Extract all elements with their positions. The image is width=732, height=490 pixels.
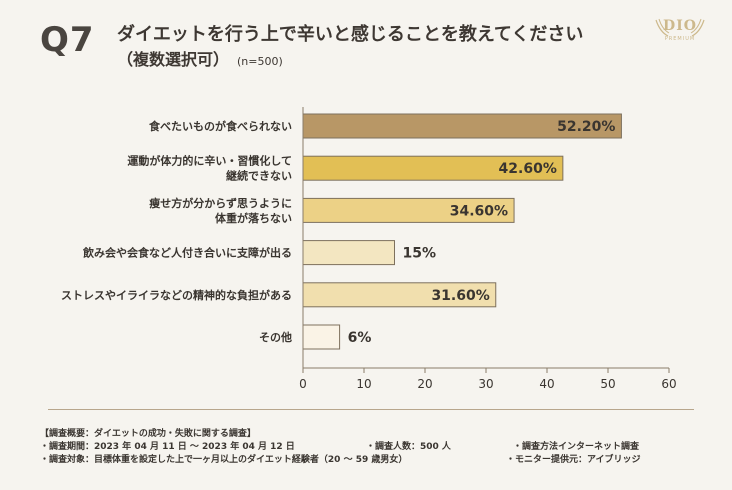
bar-3	[302, 197, 515, 223]
chart-title: ダイエットを行う上で辛いと感じることを教えてください	[117, 24, 584, 45]
x-tick-label-50: 50	[600, 377, 615, 391]
category-label-3-1: 痩せ方が分からず思うように	[149, 196, 292, 210]
category-labels: 食べたいものが食べられない運動が体力的に辛い・習慣化して継続できない痩せ方が分か…	[61, 119, 292, 344]
survey-provider: ・モニター提供元：アイブリッジ	[506, 455, 641, 465]
bar-chart: 食べたいものが食べられない運動が体力的に辛い・習慣化して継続できない痩せ方が分か…	[61, 107, 677, 391]
survey-respondents: ・調査人数：500 人	[366, 442, 451, 452]
question-number: Q7	[40, 20, 95, 60]
value-label-2: 42.60%	[499, 161, 557, 177]
x-axis: 0 10 20 30 40 50 60	[299, 107, 677, 391]
category-label-2-1: 運動が体力的に辛い・習慣化して	[127, 154, 292, 168]
survey-method: ・調査方法インターネット調査	[513, 442, 640, 452]
category-label-3-2: 体重が落ちない	[215, 211, 292, 225]
divider	[48, 409, 694, 410]
x-tick-label-20: 20	[417, 377, 432, 391]
category-label-1-1: 食べたいものが食べられない	[149, 119, 292, 133]
x-tick-label-40: 40	[539, 377, 554, 391]
value-label-4: 15%	[403, 246, 437, 262]
bar-1	[302, 113, 622, 139]
value-labels: 52.20% 42.60% 34.60% 15% 31.60% 6%	[348, 119, 616, 346]
value-label-6: 6%	[348, 330, 372, 346]
x-tick-label-30: 30	[478, 377, 493, 391]
bar-6	[302, 324, 341, 350]
survey-period: ・調査期間：2023 年 04 月 11 日 ～ 2023 年 04 月 12 …	[40, 442, 295, 452]
multi-select-note: （複数選択可）	[117, 50, 230, 69]
category-label-2-2: 継続できない	[226, 169, 292, 183]
category-label-5-1: ストレスやイライラなどの精神的な負担がある	[61, 288, 292, 302]
category-label-6-1: その他	[259, 330, 292, 344]
value-label-3: 34.60%	[450, 203, 508, 219]
x-tick-label-10: 10	[356, 377, 371, 391]
survey-title: 【調査概要：ダイエットの成功・失敗に関する調査】	[40, 429, 256, 439]
x-tick-label-0: 0	[299, 377, 307, 391]
bar-4	[302, 240, 395, 266]
logo-text: DIO	[663, 18, 697, 34]
brand-logo: DIO PREMIUM	[652, 14, 708, 46]
value-label-5: 31.60%	[431, 288, 489, 304]
survey-target: ・調査対象：目標体重を設定した上で一ヶ月以上のダイエット経験者（20 ～ 59 …	[40, 455, 408, 465]
chart-subtitle: （複数選択可） (n=500)	[117, 46, 283, 70]
x-tick-label-60: 60	[661, 377, 676, 391]
category-label-4-1: 飲み会や会食など人付き合いに支障が出る	[82, 246, 292, 260]
wings-icon	[655, 18, 705, 37]
value-label-1: 52.20%	[557, 119, 615, 135]
survey-overview: 【調査概要：ダイエットの成功・失敗に関する調査】 ・調査期間：2023 年 04…	[40, 428, 641, 467]
bars	[302, 113, 622, 350]
sample-size: (n=500)	[237, 55, 283, 68]
logo-subtext: PREMIUM	[664, 36, 696, 42]
